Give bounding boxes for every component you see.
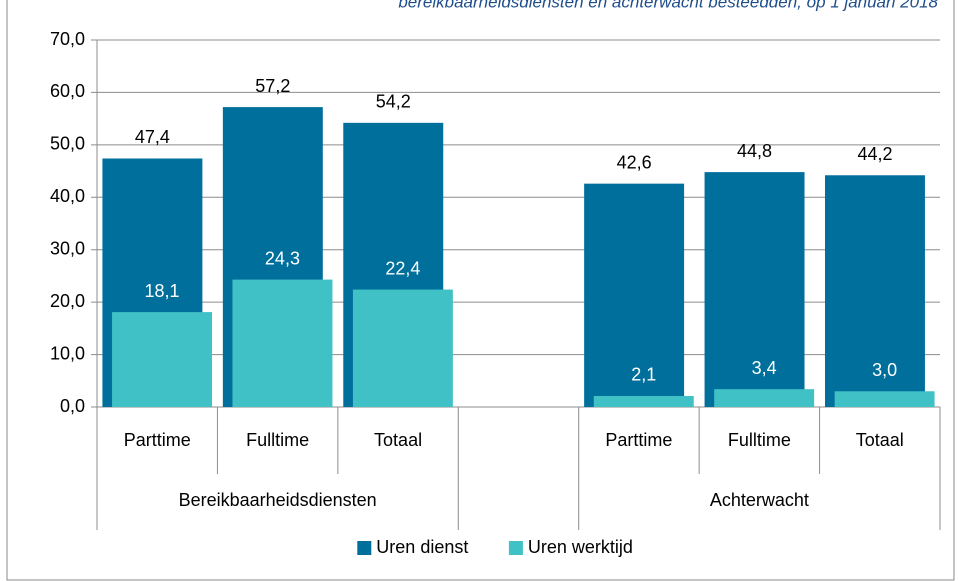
value-label: 57,2	[255, 76, 290, 96]
group-label: Bereikbaarheidsdiensten	[179, 490, 377, 510]
bar	[352, 289, 453, 407]
legend-swatch	[357, 541, 372, 555]
y-tick-label: 10,0	[50, 343, 85, 363]
y-tick-label: 40,0	[50, 186, 85, 206]
bar	[584, 183, 685, 407]
value-label: 42,6	[617, 152, 652, 172]
bar	[704, 172, 805, 407]
value-label: 47,4	[135, 127, 170, 147]
bar	[714, 389, 815, 407]
bar	[593, 395, 694, 407]
x-tick-label: Parttime	[605, 430, 672, 450]
value-label: 22,4	[385, 258, 420, 278]
y-tick-label: 20,0	[50, 291, 85, 311]
value-label: 24,3	[265, 248, 300, 268]
legend-label: Uren dienst	[376, 537, 468, 557]
value-label: 3,0	[872, 360, 897, 380]
value-label: 2,1	[631, 365, 656, 385]
value-label: 18,1	[145, 281, 180, 301]
legend-swatch	[508, 541, 523, 555]
x-tick-label: Totaal	[374, 430, 422, 450]
legend-label: Uren werktijd	[528, 537, 633, 557]
x-tick-label: Totaal	[856, 430, 904, 450]
chart-title: bereikbaarheidsdiensten en achterwacht b…	[398, 0, 938, 11]
y-tick-label: 60,0	[50, 81, 85, 101]
value-label: 44,8	[737, 141, 772, 161]
group-label: Achterwacht	[710, 490, 809, 510]
x-tick-label: Fulltime	[246, 430, 309, 450]
y-tick-label: 70,0	[50, 29, 85, 49]
value-label: 3,4	[752, 358, 777, 378]
bar	[232, 279, 333, 407]
x-tick-label: Parttime	[124, 430, 191, 450]
bar	[112, 312, 213, 407]
value-label: 44,2	[857, 144, 892, 164]
value-label: 54,2	[376, 92, 411, 112]
y-tick-label: 50,0	[50, 134, 85, 154]
bar	[824, 175, 925, 407]
y-tick-label: 0,0	[60, 396, 85, 416]
y-tick-label: 30,0	[50, 238, 85, 258]
bar	[834, 391, 935, 407]
x-tick-label: Fulltime	[728, 430, 791, 450]
